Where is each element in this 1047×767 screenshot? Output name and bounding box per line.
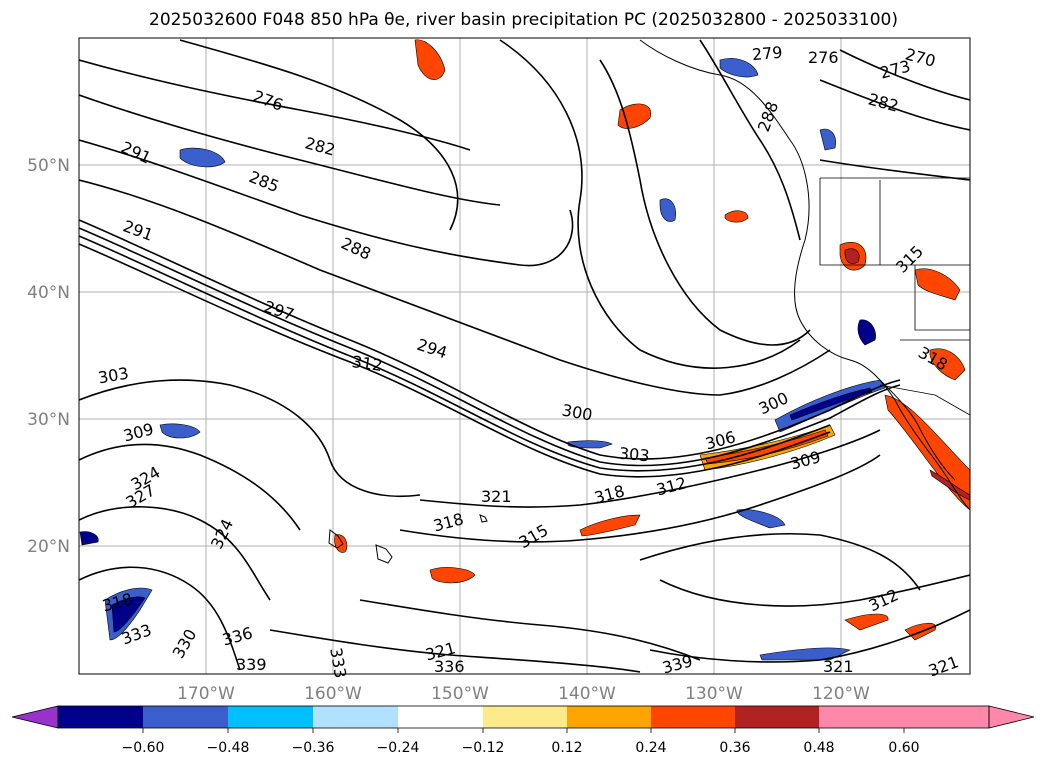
gridlines	[79, 38, 970, 674]
map-body	[79, 38, 970, 674]
contour-label: 333	[326, 646, 350, 679]
colorbar-segment	[398, 706, 483, 728]
lon-label: 140°W	[558, 684, 616, 704]
precip-shading	[79, 39, 970, 661]
contour-label: 321	[481, 487, 512, 506]
contour-label: 321	[823, 657, 854, 676]
colorbar-segment	[143, 706, 228, 728]
coastlines	[328, 39, 970, 564]
contour-label: 336	[434, 657, 465, 676]
colorbar-ticks	[142, 728, 905, 733]
colorbar-max-extend	[988, 705, 1035, 729]
colorbar-tick-label: 0.24	[635, 740, 666, 756]
lat-label: 40°N	[27, 283, 70, 303]
contour-label: 339	[236, 655, 267, 674]
latitude-labels: 50°N 40°N 30°N 20°N	[27, 156, 70, 557]
lat-label: 30°N	[27, 410, 70, 430]
contour-label: 276	[808, 48, 839, 67]
contour-label: 303	[618, 444, 650, 466]
lon-label: 120°W	[812, 684, 870, 704]
lat-label: 20°N	[27, 537, 70, 557]
theta-e-contours	[79, 39, 970, 673]
colorbar-segment	[651, 706, 735, 728]
lon-label: 170°W	[177, 684, 235, 704]
lat-label: 50°N	[27, 156, 70, 176]
contour-label: 312	[351, 352, 384, 375]
colorbar-segment	[483, 706, 567, 728]
contour-label: 279	[751, 43, 783, 65]
colorbar: −0.60 −0.48 −0.36 −0.24 −0.12 0.12 0.24 …	[11, 705, 1035, 756]
colorbar-segment	[58, 706, 143, 728]
lon-label: 130°W	[685, 684, 743, 704]
colorbar-segment	[735, 706, 819, 728]
map-title: 2025032600 F048 850 hPa θe, river basin …	[149, 10, 898, 30]
colorbar-segment	[567, 706, 651, 728]
colorbar-tick-label: 0.60	[888, 740, 919, 756]
colorbar-frame	[57, 705, 990, 729]
colorbar-segment	[904, 706, 989, 728]
colorbar-tick-label: 0.12	[551, 740, 582, 756]
colorbar-min-extend	[11, 705, 59, 729]
colorbar-tick-label: −0.24	[377, 740, 420, 756]
colorbar-tick-label: −0.36	[292, 740, 335, 756]
colorbar-segment	[819, 706, 904, 728]
borders	[819, 177, 970, 416]
map-frame	[78, 37, 971, 675]
colorbar-tick-label: 0.36	[719, 740, 750, 756]
lon-label: 150°W	[431, 684, 489, 704]
longitude-labels: 170°W 160°W 150°W 140°W 130°W 120°W	[177, 684, 870, 704]
colorbar-segment	[313, 706, 398, 728]
lon-label: 160°W	[304, 684, 362, 704]
colorbar-tick-label: −0.48	[207, 740, 250, 756]
colorbar-segment	[228, 706, 313, 728]
colorbar-tick-label: −0.12	[462, 740, 505, 756]
colorbar-tick-label: 0.48	[803, 740, 834, 756]
colorbar-tick-label: −0.60	[122, 740, 165, 756]
